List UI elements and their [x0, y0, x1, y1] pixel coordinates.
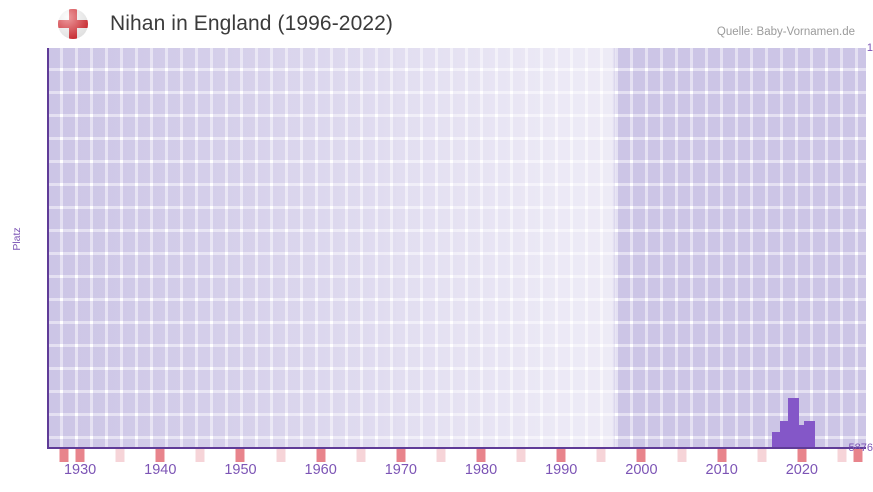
- x-axis-tick-mark: [75, 449, 85, 462]
- x-axis-tick-mark-edge: [59, 449, 69, 462]
- x-axis-tick-label: 1940: [144, 462, 177, 478]
- x-axis-tick-mark-minor: [436, 449, 446, 462]
- x-axis-tick-label: 1980: [464, 462, 498, 478]
- bar[interactable]: [804, 421, 816, 447]
- x-axis-tick-label: 1930: [63, 462, 97, 478]
- x-axis-tick-mark-minor: [115, 449, 125, 462]
- bar[interactable]: [788, 397, 800, 447]
- x-axis-line: [47, 447, 866, 449]
- y-axis-title: Platz: [11, 227, 23, 251]
- x-axis-tick-mark-minor: [677, 449, 687, 462]
- y-axis-tick-top: 1: [866, 42, 873, 54]
- x-axis-tick-label: 1990: [545, 462, 578, 478]
- x-axis-tick-label: 1950: [224, 462, 257, 478]
- flag-gloss: [58, 9, 88, 39]
- x-axis-tick-mark-minor: [356, 449, 366, 462]
- england-flag-icon: [58, 9, 88, 39]
- bar[interactable]: [796, 424, 808, 447]
- source-label: Quelle: Baby-Vornamen.de: [716, 26, 855, 38]
- x-axis-tick-label: 1970: [384, 462, 417, 478]
- x-axis-tick-mark-minor: [516, 449, 526, 462]
- x-axis-tick-mark: [316, 449, 326, 462]
- x-axis-tick-mark: [476, 449, 486, 462]
- x-axis-tick-mark: [235, 449, 245, 462]
- bar-series: [48, 48, 866, 447]
- x-axis-tick-mark: [636, 449, 646, 462]
- x-axis-tick-mark: [396, 449, 406, 462]
- x-axis-tick-label: 2000: [625, 462, 658, 478]
- y-axis-line: [47, 48, 49, 449]
- x-axis-tick-mark: [797, 449, 807, 462]
- bar[interactable]: [780, 421, 792, 447]
- x-axis-tick-mark: [155, 449, 165, 462]
- x-axis-tick-mark-minor: [757, 449, 767, 462]
- chart-header: Nihan in England (1996-2022) Quelle: Bab…: [0, 0, 873, 46]
- bar[interactable]: [772, 431, 784, 447]
- x-axis-tick-label: 1960: [304, 462, 337, 478]
- x-axis-tick-mark-minor: [195, 449, 205, 462]
- chart-title: Nihan in England (1996-2022): [110, 12, 393, 35]
- x-axis-tick-label: 2020: [785, 462, 818, 478]
- x-axis-tick-mark-minor: [837, 449, 847, 462]
- x-axis-tick-mark: [556, 449, 566, 462]
- x-axis-tick-mark-minor: [596, 449, 606, 462]
- x-axis-tick-mark-minor: [276, 449, 286, 462]
- x-axis-tick-mark-edge: [853, 449, 863, 462]
- x-axis-tick-label: 2010: [705, 462, 738, 478]
- x-axis-tick-mark: [717, 449, 727, 462]
